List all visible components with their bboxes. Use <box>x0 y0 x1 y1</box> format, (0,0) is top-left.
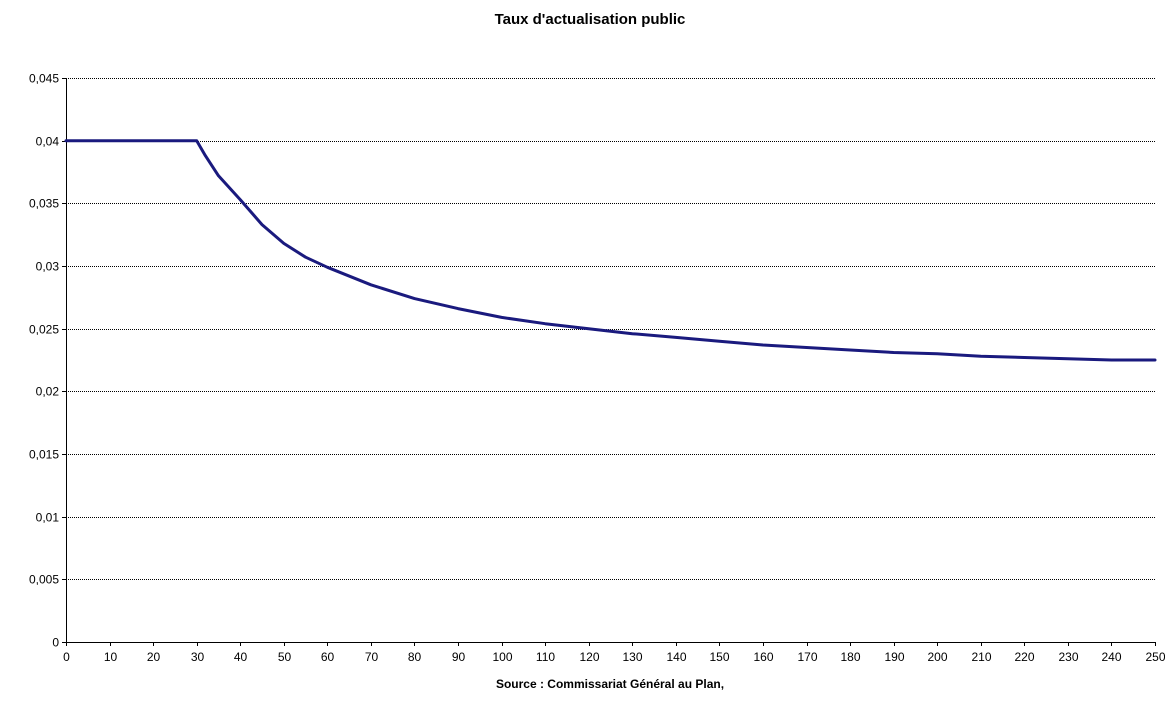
y-tick-label: 0,045 <box>29 72 59 86</box>
y-tick-label: 0,005 <box>29 573 59 587</box>
x-tick-label: 90 <box>452 650 466 664</box>
x-tick-label: 150 <box>709 650 729 664</box>
x-tick-label: 160 <box>753 650 773 664</box>
y-tick-label: 0,035 <box>29 197 59 211</box>
x-axis-ticks: 0 10 20 30 40 50 60 70 80 90 100 110 120 130 140 150 160… <box>63 642 1165 664</box>
x-axis-label: Source : Commissariat Général au Plan, <box>496 677 724 691</box>
x-tick-label: 0 <box>63 650 70 664</box>
x-tick-label: 200 <box>927 650 947 664</box>
x-tick-label: 50 <box>278 650 292 664</box>
x-tick-label: 70 <box>365 650 379 664</box>
x-tick-label: 10 <box>104 650 118 664</box>
x-tick-label: 210 <box>971 650 991 664</box>
x-tick-label: 240 <box>1101 650 1121 664</box>
x-tick-label: 40 <box>234 650 248 664</box>
y-tick-label: 0,03 <box>36 260 60 274</box>
y-tick-label: 0 <box>52 636 59 650</box>
y-axis-ticks: 0 0,005 0,01 0,015 0,02 0,025 0,03 0,035 0,04 0,0… <box>29 72 66 650</box>
x-tick-label: 30 <box>191 650 205 664</box>
x-tick-label: 180 <box>840 650 860 664</box>
x-tick-label: 230 <box>1058 650 1078 664</box>
y-tick-label: 0,02 <box>36 385 60 399</box>
x-tick-label: 190 <box>884 650 904 664</box>
x-tick-label: 220 <box>1014 650 1034 664</box>
chart-title: Taux d'actualisation public <box>495 11 686 28</box>
x-tick-label: 130 <box>622 650 642 664</box>
x-tick-label: 20 <box>147 650 161 664</box>
x-tick-label: 140 <box>666 650 686 664</box>
x-tick-label: 110 <box>536 650 555 664</box>
x-tick-label: 60 <box>321 650 335 664</box>
x-tick-label: 120 <box>579 650 599 664</box>
series-line <box>64 139 1157 362</box>
y-tick-label: 0,015 <box>29 448 59 462</box>
grid-lines <box>66 78 1155 580</box>
x-tick-label: 250 <box>1145 650 1165 664</box>
series-layer <box>64 139 1157 362</box>
x-tick-label: 80 <box>408 650 422 664</box>
y-tick-label: 0,01 <box>36 511 60 525</box>
axes <box>66 78 1155 643</box>
y-tick-label: 0,04 <box>36 135 60 149</box>
x-tick-label: 100 <box>492 650 512 664</box>
y-tick-label: 0,025 <box>29 323 59 337</box>
x-tick-label: 170 <box>797 650 817 664</box>
